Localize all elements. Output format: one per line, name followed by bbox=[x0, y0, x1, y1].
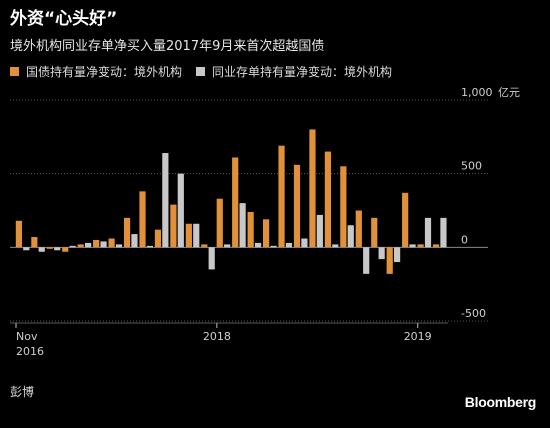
bar-series-a bbox=[309, 129, 316, 248]
y-tick-label: 0 bbox=[461, 233, 468, 246]
source-label: 彭博 bbox=[10, 385, 35, 399]
bar-series-a bbox=[31, 237, 38, 248]
bar-series-a bbox=[432, 244, 440, 248]
legend-swatch-series-a bbox=[10, 67, 19, 76]
bar-series-a bbox=[108, 238, 115, 248]
bar-series-b bbox=[100, 241, 107, 248]
legend-item-series-a: 国债持有量净变动：境外机构 bbox=[10, 63, 182, 80]
bar-series-a bbox=[417, 244, 424, 248]
bar-series-a bbox=[139, 191, 146, 248]
x-tick-label: Nov bbox=[16, 330, 38, 343]
legend-label-series-b: 同业存单持有量净变动：境外机构 bbox=[212, 65, 393, 79]
bar-series-b bbox=[440, 217, 447, 248]
x-tick-label: 2019 bbox=[404, 330, 432, 343]
bar-series-a bbox=[170, 204, 177, 248]
bar-series-b bbox=[409, 244, 416, 248]
bar-series-b bbox=[162, 153, 169, 248]
bar-series-b bbox=[38, 247, 45, 252]
bar-series-a bbox=[46, 247, 53, 249]
bar-series-a bbox=[247, 211, 254, 248]
bar-series-b bbox=[316, 214, 323, 248]
bar-series-a bbox=[216, 198, 223, 248]
bar-series-b bbox=[254, 242, 262, 248]
bar-series-b bbox=[424, 217, 432, 248]
x-tick-label: 2018 bbox=[203, 330, 231, 343]
bar-series-a bbox=[340, 166, 347, 248]
bar-series-a bbox=[123, 217, 131, 248]
bar-series-b bbox=[378, 247, 385, 260]
bar-series-b bbox=[301, 238, 308, 248]
bar-series-a bbox=[62, 247, 69, 252]
bar-series-a bbox=[232, 157, 239, 248]
bar-series-b bbox=[332, 244, 339, 248]
bar-series-a bbox=[324, 151, 331, 248]
chart-title: 外资“心头好” bbox=[10, 9, 118, 29]
legend-swatch-series-b bbox=[196, 67, 206, 76]
bar-series-b bbox=[85, 242, 92, 248]
bar-series-a bbox=[263, 219, 270, 248]
bar-series-b bbox=[131, 234, 138, 248]
bar-series-a bbox=[93, 239, 100, 248]
bar-series-a bbox=[278, 145, 285, 248]
bar-series-b bbox=[115, 244, 123, 248]
bar-series-b bbox=[363, 247, 370, 274]
bar-series-a bbox=[15, 220, 22, 248]
bar-series-b bbox=[177, 173, 184, 248]
bar-series-b bbox=[285, 242, 293, 248]
y-tick-label: -500 bbox=[461, 307, 486, 320]
y-tick-label: 1,000 bbox=[461, 86, 493, 99]
bar-series-b bbox=[394, 247, 401, 263]
legend: 国债持有量净变动：境外机构 同业存单持有量净变动：境外机构 bbox=[10, 63, 406, 80]
bar-series-b bbox=[54, 247, 61, 251]
bar-series-a bbox=[154, 229, 162, 248]
bar-series-b bbox=[208, 247, 215, 270]
bar-series-b bbox=[270, 245, 277, 248]
bar-series-a bbox=[293, 164, 301, 248]
bar-series-b bbox=[347, 225, 354, 248]
bar-series-a bbox=[402, 192, 409, 248]
bar-series-b bbox=[146, 245, 153, 248]
bar-series-b bbox=[193, 223, 200, 248]
bar-series-b bbox=[23, 247, 30, 251]
chart-subtitle: 境外机构同业存单净买入量2017年9月来首次超越国债 bbox=[10, 39, 325, 54]
bar-series-a bbox=[386, 247, 393, 274]
bar-series-b bbox=[69, 245, 76, 248]
bar-series-a bbox=[355, 210, 362, 248]
bar-series-b bbox=[224, 244, 231, 248]
bar-series-a bbox=[371, 217, 378, 248]
y-tick-label: 500 bbox=[461, 160, 482, 173]
legend-label-series-a: 国债持有量净变动：境外机构 bbox=[26, 65, 183, 79]
bar-series-a bbox=[185, 223, 192, 248]
bar-series-b bbox=[239, 203, 246, 248]
bloomberg-logo: Bloomberg bbox=[464, 394, 537, 410]
bar-series-a bbox=[201, 244, 208, 248]
bar-series-a bbox=[77, 244, 84, 248]
y-unit-label: 亿元 bbox=[498, 86, 520, 99]
legend-item-series-b: 同业存单持有量净变动：境外机构 bbox=[196, 63, 392, 80]
x-tick-label: 2016 bbox=[16, 345, 44, 358]
